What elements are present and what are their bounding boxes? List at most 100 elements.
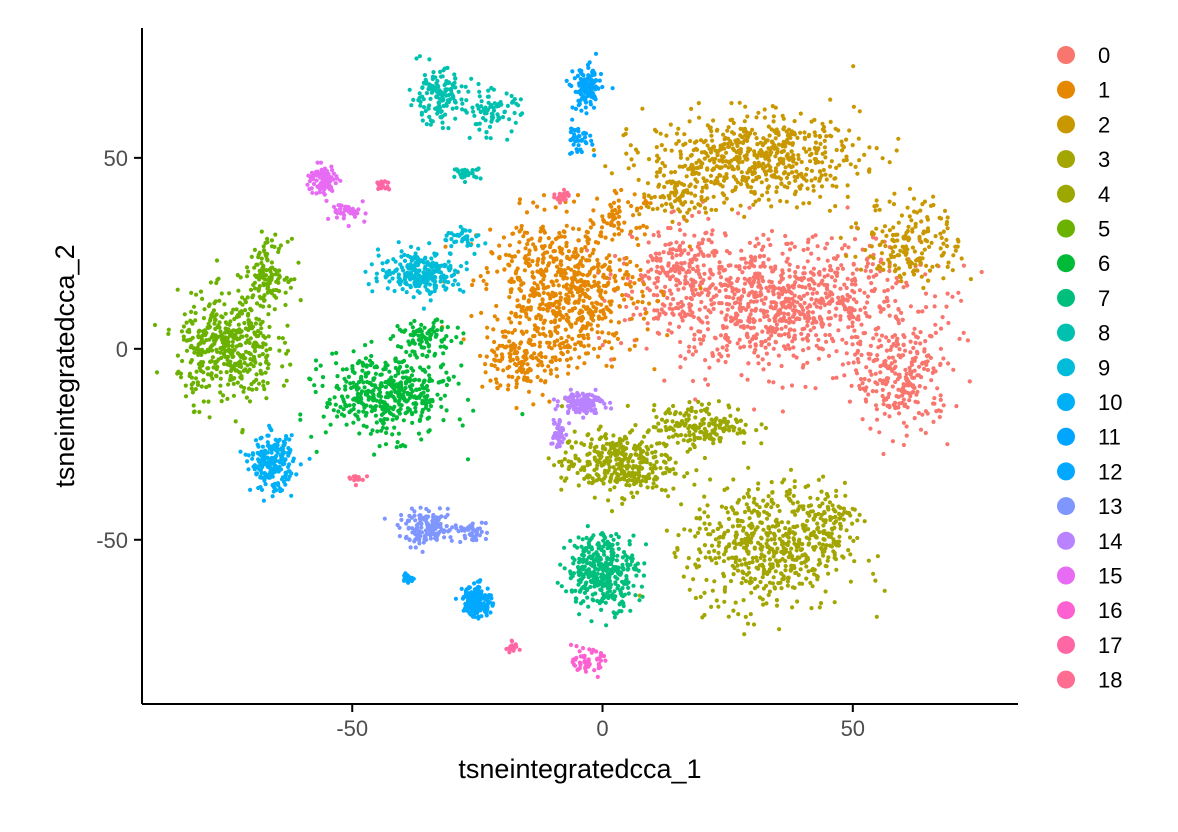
point-cluster-0 — [764, 285, 769, 290]
point-cluster-2 — [782, 184, 787, 189]
point-cluster-2 — [751, 202, 756, 207]
point-cluster-1 — [470, 282, 475, 288]
point-cluster-4 — [681, 438, 686, 443]
point-cluster-2 — [693, 146, 699, 151]
point-cluster-1 — [661, 293, 666, 298]
point-cluster-4 — [594, 478, 600, 483]
point-cluster-0 — [917, 384, 922, 389]
point-cluster-3 — [788, 552, 793, 557]
point-cluster-1 — [548, 359, 553, 364]
point-cluster-0 — [759, 298, 764, 303]
point-cluster-3 — [826, 531, 831, 536]
point-cluster-1 — [544, 268, 549, 273]
point-cluster-3 — [815, 496, 820, 501]
point-cluster-4 — [611, 465, 616, 470]
point-cluster-2 — [824, 134, 829, 139]
point-cluster-1 — [554, 366, 559, 372]
point-cluster-5 — [219, 332, 224, 337]
point-cluster-0 — [882, 299, 887, 304]
point-cluster-1 — [613, 273, 618, 278]
point-cluster-2 — [672, 169, 678, 175]
point-cluster-3 — [821, 537, 826, 542]
point-cluster-0 — [769, 333, 774, 338]
point-cluster-4 — [582, 442, 587, 447]
point-cluster-5 — [166, 327, 171, 332]
point-cluster-3 — [776, 581, 781, 586]
point-cluster-3 — [717, 555, 722, 560]
point-cluster-0 — [880, 393, 885, 399]
point-cluster-1 — [517, 320, 522, 326]
point-cluster-2 — [768, 152, 773, 157]
point-cluster-5 — [264, 355, 269, 360]
point-cluster-2 — [689, 152, 694, 158]
point-cluster-0 — [762, 314, 767, 319]
point-cluster-5 — [280, 336, 285, 341]
point-cluster-0 — [670, 267, 675, 272]
point-cluster-0 — [875, 353, 880, 358]
point-cluster-3 — [751, 500, 757, 505]
point-cluster-1 — [558, 267, 564, 272]
point-cluster-3 — [697, 507, 702, 512]
point-cluster-2 — [764, 177, 769, 182]
point-cluster-2 — [939, 235, 944, 240]
point-cluster-3 — [871, 571, 876, 576]
point-cluster-0 — [760, 263, 765, 268]
point-cluster-3 — [774, 517, 779, 522]
point-cluster-1 — [542, 368, 547, 373]
point-cluster-5 — [209, 313, 214, 318]
point-cluster-0 — [855, 335, 860, 340]
point-cluster-2 — [892, 263, 898, 268]
point-cluster-0 — [680, 318, 685, 323]
point-cluster-3 — [793, 531, 798, 536]
point-cluster-1 — [535, 283, 540, 288]
point-cluster-1 — [575, 317, 580, 322]
point-cluster-4 — [596, 427, 601, 432]
point-cluster-1 — [590, 251, 595, 256]
point-cluster-3 — [694, 565, 699, 570]
point-cluster-0 — [770, 329, 775, 334]
point-cluster-3 — [747, 516, 752, 521]
point-cluster-2 — [813, 176, 818, 181]
point-cluster-1 — [570, 336, 575, 341]
point-cluster-0 — [767, 318, 772, 323]
point-cluster-0 — [803, 285, 808, 290]
point-cluster-0 — [959, 298, 964, 303]
point-cluster-3 — [833, 557, 839, 562]
point-cluster-4 — [648, 462, 653, 467]
point-cluster-0 — [768, 265, 773, 270]
point-cluster-2 — [851, 64, 856, 69]
point-cluster-5 — [241, 389, 246, 394]
point-cluster-2 — [857, 158, 862, 163]
point-cluster-2 — [730, 130, 735, 135]
point-cluster-3 — [705, 503, 710, 508]
point-cluster-5 — [261, 304, 266, 309]
point-cluster-2 — [944, 219, 950, 225]
point-cluster-1 — [443, 244, 448, 249]
point-cluster-2 — [790, 142, 795, 147]
point-cluster-0 — [701, 334, 707, 339]
series-6-points — [298, 317, 525, 462]
point-cluster-1 — [575, 193, 581, 198]
point-cluster-1 — [575, 253, 580, 258]
point-cluster-0 — [787, 305, 793, 310]
point-cluster-0 — [727, 282, 732, 288]
point-cluster-3 — [791, 536, 796, 541]
point-cluster-2 — [944, 237, 949, 242]
point-cluster-0 — [684, 295, 689, 300]
point-cluster-1 — [580, 255, 585, 260]
point-cluster-1 — [564, 357, 570, 363]
point-cluster-2 — [699, 189, 705, 194]
point-cluster-1 — [617, 268, 623, 273]
point-cluster-2 — [807, 200, 812, 206]
point-cluster-2 — [876, 264, 881, 269]
point-cluster-1 — [600, 330, 605, 335]
point-cluster-3 — [855, 535, 860, 541]
point-cluster-0 — [950, 294, 955, 299]
point-cluster-0 — [859, 352, 864, 358]
point-cluster-2 — [772, 128, 777, 133]
point-cluster-4 — [693, 415, 698, 420]
point-cluster-0 — [697, 246, 702, 251]
point-cluster-0 — [913, 340, 918, 345]
point-cluster-1 — [526, 252, 532, 257]
point-cluster-0 — [871, 358, 876, 364]
